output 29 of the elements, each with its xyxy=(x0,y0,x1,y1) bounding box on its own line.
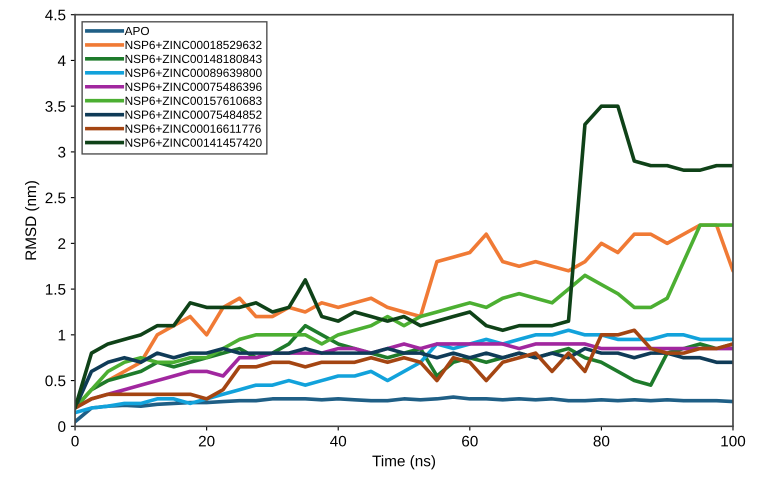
line-series xyxy=(75,104,733,410)
legend-label: APO xyxy=(124,26,149,36)
y-tick-label: 1 xyxy=(58,330,66,340)
legend-label: NSP6+ZINC00016611776 xyxy=(126,124,261,133)
legend-label: NSP6+ZINC00075486396 xyxy=(126,82,262,92)
y-tick-label: 2.5 xyxy=(46,192,66,204)
legend-label: NSP6+ZINC00141457420 xyxy=(126,138,262,147)
legend-label: NSP6+ZINC00157610683 xyxy=(126,96,262,105)
legend-label: NSP6+ZINC00075484852 xyxy=(126,110,262,119)
x-tick-label: 60 xyxy=(462,436,478,447)
x-tick-label: 0 xyxy=(71,436,79,447)
legend-label: NSP6+ZINC00089639800 xyxy=(126,68,262,78)
y-tick-label: 3.5 xyxy=(45,101,66,112)
y-tick-label: 0 xyxy=(58,421,66,432)
legend-label: NSP6+ZINC00148180843 xyxy=(126,54,262,64)
y-tick-label: 2 xyxy=(58,238,66,249)
legend-label: NSP6+ZINC00018529632 xyxy=(126,40,262,50)
y-tick-label: 3 xyxy=(58,146,66,158)
x-tick-label: 80 xyxy=(594,436,610,447)
x-tick-label: 40 xyxy=(330,436,346,447)
x-axis-title: Time (ns) xyxy=(372,455,436,470)
y-tick-label: 4 xyxy=(58,55,66,66)
y-tick-label: 4.5 xyxy=(45,10,66,20)
line-series xyxy=(75,395,733,424)
y-tick-label: 1.5 xyxy=(46,284,66,295)
x-tick-label: 100 xyxy=(721,436,746,447)
y-tick-label: 0.5 xyxy=(45,375,66,386)
y-axis-title: RMSD (nm) xyxy=(24,181,40,260)
x-tick-label: 20 xyxy=(198,436,215,447)
